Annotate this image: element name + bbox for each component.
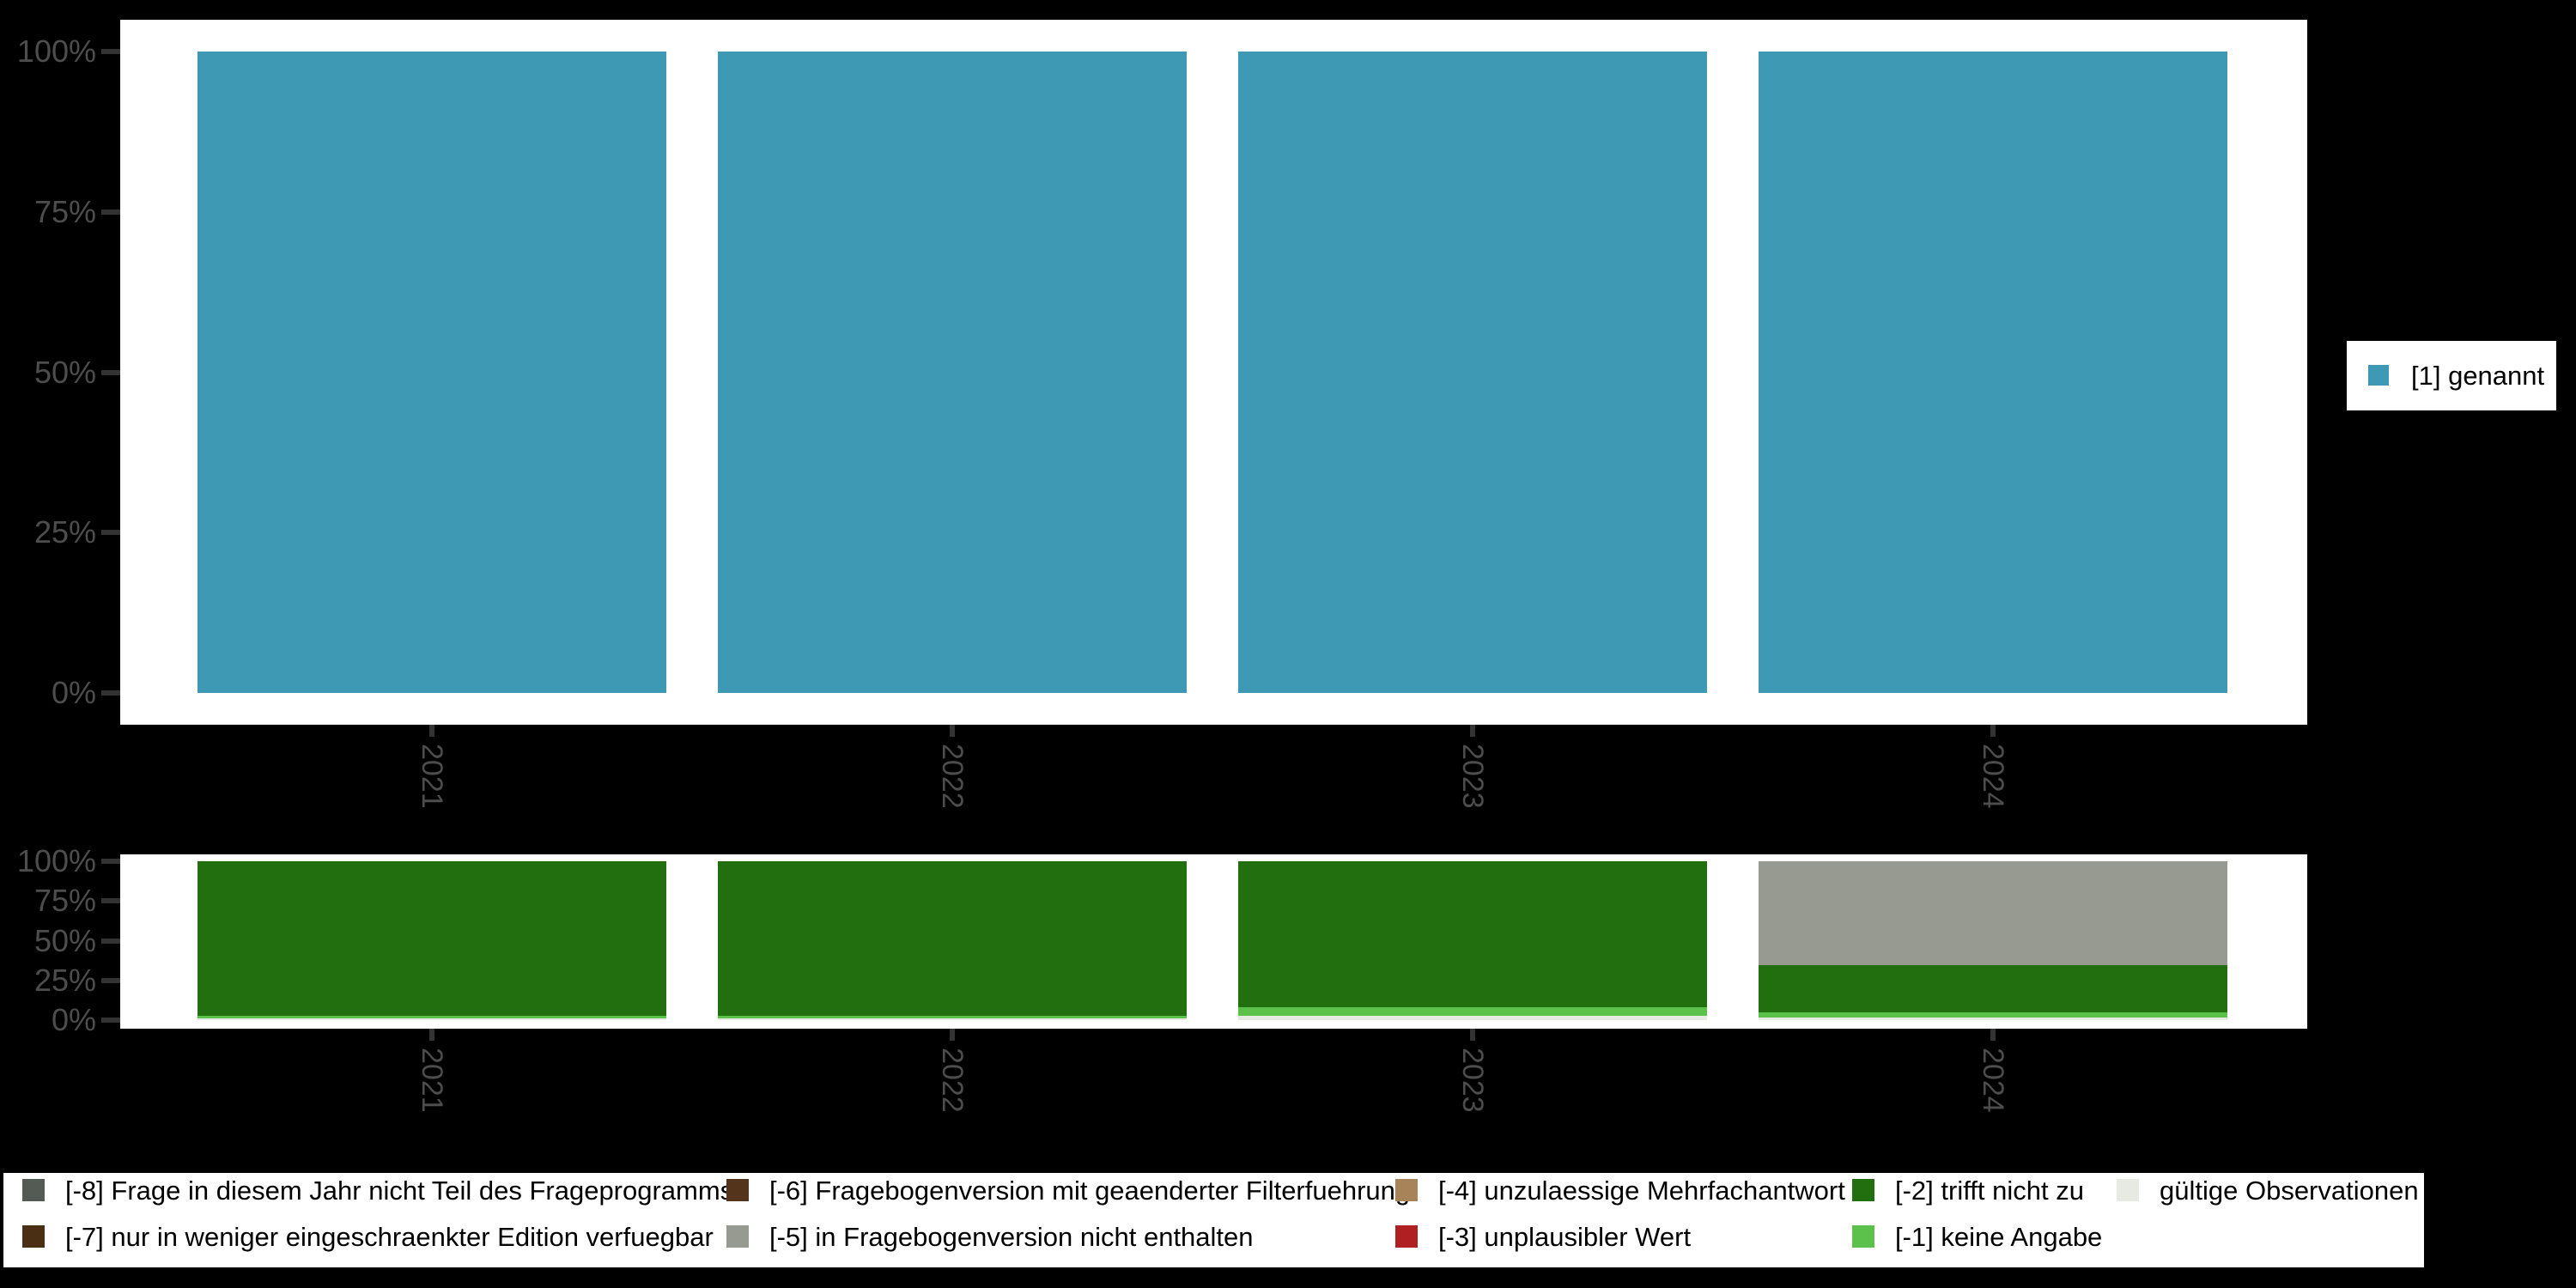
legend-label: [-6] Fragebogenversion mit geaenderter F… bbox=[769, 1175, 1411, 1206]
x-axis-label: 2022 bbox=[936, 1048, 969, 1113]
y-axis-label: 0% bbox=[51, 675, 96, 710]
x-axis-label: 2023 bbox=[1456, 744, 1489, 809]
y-axis-tick bbox=[101, 369, 120, 375]
y-axis-tick bbox=[101, 938, 120, 944]
bar-segment bbox=[718, 1018, 1187, 1020]
legend-swatch bbox=[1852, 1179, 1874, 1201]
legend-swatch-genannt bbox=[2368, 365, 2389, 386]
bar-segment bbox=[1238, 52, 1707, 693]
x-axis-tick bbox=[429, 1029, 434, 1041]
legend-label: [-3] unplausibler Wert bbox=[1438, 1221, 1692, 1252]
y-axis-label: 50% bbox=[33, 354, 96, 390]
legend-label: [-4] unzulaessige Mehrfachantwort bbox=[1438, 1175, 1845, 1206]
y-axis-label: 0% bbox=[51, 1002, 96, 1037]
legend-swatch bbox=[2117, 1179, 2139, 1201]
legend-item: [-4] unzulaessige Mehrfachantwort bbox=[1395, 1175, 1845, 1206]
legend-label: [1] genannt bbox=[2411, 360, 2545, 391]
y-axis-tick bbox=[101, 898, 120, 904]
bottom-legend: [-8] Frage in diesem Jahr nicht Teil des… bbox=[3, 1173, 2424, 1267]
legend-item: [1] genannt bbox=[2368, 360, 2545, 391]
bar-2023 bbox=[1238, 52, 1707, 693]
bar-segment bbox=[718, 861, 1187, 1017]
legend-item: [-1] keine Angabe bbox=[1852, 1221, 2103, 1252]
x-axis-tick bbox=[950, 725, 955, 737]
y-axis-tick bbox=[101, 859, 120, 864]
y-axis-label: 25% bbox=[33, 962, 96, 998]
y-axis-label: 75% bbox=[33, 883, 96, 919]
bar-2021 bbox=[197, 52, 666, 693]
x-axis-tick bbox=[1990, 1029, 1996, 1041]
legend-item: [-2] trifft nicht zu bbox=[1852, 1175, 2084, 1206]
y-axis-tick bbox=[101, 530, 120, 536]
bar-segment bbox=[197, 52, 666, 693]
legend-item: [-6] Fragebogenversion mit geaenderter F… bbox=[726, 1175, 1411, 1206]
legend-swatch bbox=[22, 1225, 45, 1248]
y-axis-tick bbox=[101, 1018, 120, 1023]
bar-segment bbox=[197, 1018, 666, 1020]
bar-segment bbox=[1759, 1018, 2227, 1020]
legend-item: [-8] Frage in diesem Jahr nicht Teil des… bbox=[22, 1175, 734, 1206]
x-axis-tick bbox=[1470, 725, 1475, 737]
y-axis-label: 100% bbox=[16, 33, 96, 69]
x-axis-tick bbox=[950, 1029, 955, 1041]
legend-swatch bbox=[726, 1225, 749, 1248]
legend-item: [-3] unplausibler Wert bbox=[1395, 1221, 1692, 1252]
bar-segment bbox=[197, 1016, 666, 1019]
bar-segment bbox=[718, 52, 1187, 693]
legend-swatch bbox=[1395, 1179, 1418, 1201]
bar-segment bbox=[1759, 1012, 2227, 1018]
y-axis-label: 25% bbox=[33, 514, 96, 550]
bar-2023 bbox=[1238, 861, 1707, 1020]
legend-swatch bbox=[22, 1179, 45, 1201]
legend-swatch bbox=[726, 1179, 749, 1201]
y-axis-tick bbox=[101, 690, 120, 696]
x-axis-tick bbox=[1990, 725, 1996, 737]
legend-label: [-5] in Fragebogenversion nicht enthalte… bbox=[769, 1221, 1254, 1252]
y-axis-tick bbox=[101, 977, 120, 983]
bar-segment bbox=[1759, 861, 2227, 966]
legend-swatch bbox=[1852, 1225, 1874, 1248]
x-axis-label: 2023 bbox=[1456, 1048, 1489, 1113]
bar-segment bbox=[197, 861, 666, 1017]
legend-label: [-7] nur in weniger eingeschraenkter Edi… bbox=[65, 1221, 714, 1252]
bar-segment bbox=[1238, 861, 1707, 1008]
x-axis-label: 2024 bbox=[1977, 744, 2009, 809]
legend-label: [-8] Frage in diesem Jahr nicht Teil des… bbox=[65, 1175, 734, 1206]
y-axis-label: 50% bbox=[33, 922, 96, 958]
bar-segment bbox=[1238, 1007, 1707, 1017]
bar-2021 bbox=[197, 861, 666, 1020]
legend-label: [-1] keine Angabe bbox=[1895, 1221, 2103, 1252]
x-axis-tick bbox=[1470, 1029, 1475, 1041]
x-axis-label: 2024 bbox=[1977, 1048, 2009, 1113]
bar-2022 bbox=[718, 861, 1187, 1020]
bar-segment bbox=[1759, 965, 2227, 1012]
bar-segment bbox=[1238, 1016, 1707, 1020]
bar-2024 bbox=[1759, 861, 2227, 1020]
y-axis-label: 75% bbox=[33, 193, 96, 229]
legend-swatch bbox=[1395, 1225, 1418, 1248]
legend-item: gültige Observationen bbox=[2117, 1175, 2419, 1206]
right-legend: [1] genannt bbox=[2347, 341, 2556, 410]
y-axis-tick bbox=[101, 49, 120, 54]
x-axis-label: 2022 bbox=[936, 744, 969, 809]
y-axis-label: 100% bbox=[16, 843, 96, 878]
legend-label: gültige Observationen bbox=[2160, 1175, 2419, 1206]
bar-2022 bbox=[718, 52, 1187, 693]
x-axis-tick bbox=[429, 725, 434, 737]
legend-label: [-2] trifft nicht zu bbox=[1895, 1175, 2084, 1206]
bar-segment bbox=[718, 1016, 1187, 1019]
bar-2024 bbox=[1759, 52, 2227, 693]
x-axis-label: 2021 bbox=[416, 1048, 448, 1113]
x-axis-label: 2021 bbox=[416, 744, 448, 809]
y-axis-tick bbox=[101, 209, 120, 215]
legend-item: [-7] nur in weniger eingeschraenkter Edi… bbox=[22, 1221, 714, 1252]
bar-segment bbox=[1759, 52, 2227, 693]
legend-item: [-5] in Fragebogenversion nicht enthalte… bbox=[726, 1221, 1254, 1252]
